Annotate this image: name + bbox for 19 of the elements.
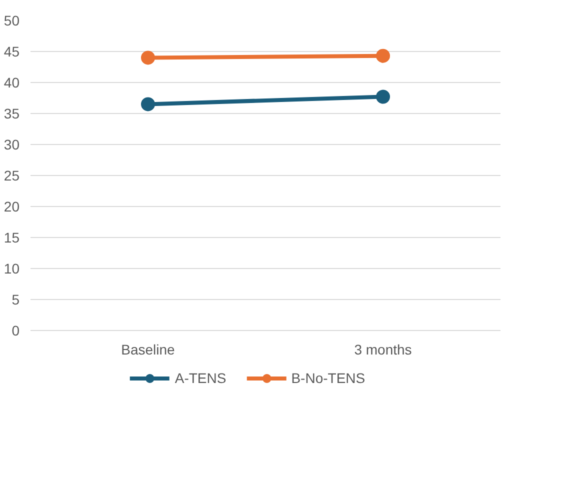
y-tick-label: 20 bbox=[4, 198, 20, 214]
point bbox=[141, 50, 155, 65]
y-tick-label: 35 bbox=[4, 106, 20, 122]
point bbox=[376, 90, 390, 104]
x-tick-label: 3 months bbox=[354, 342, 412, 358]
y-tick-label: 30 bbox=[4, 136, 20, 152]
y-tick-label: 5 bbox=[12, 292, 20, 308]
point bbox=[376, 48, 390, 63]
point bbox=[141, 97, 155, 112]
legend-label: A-TENS bbox=[174, 370, 226, 386]
y-tick-label: 25 bbox=[4, 168, 20, 184]
y-tick-label: 45 bbox=[4, 44, 20, 60]
y-tick-label: 10 bbox=[4, 260, 20, 276]
x-tick-label: Baseline bbox=[121, 342, 176, 358]
legend-label: B-No-TENS bbox=[291, 370, 366, 386]
y-tick-label: 15 bbox=[4, 230, 20, 246]
y-tick-label: 40 bbox=[4, 74, 20, 90]
y-tick-label: 50 bbox=[4, 12, 20, 28]
y-tick-label: 0 bbox=[12, 322, 20, 338]
